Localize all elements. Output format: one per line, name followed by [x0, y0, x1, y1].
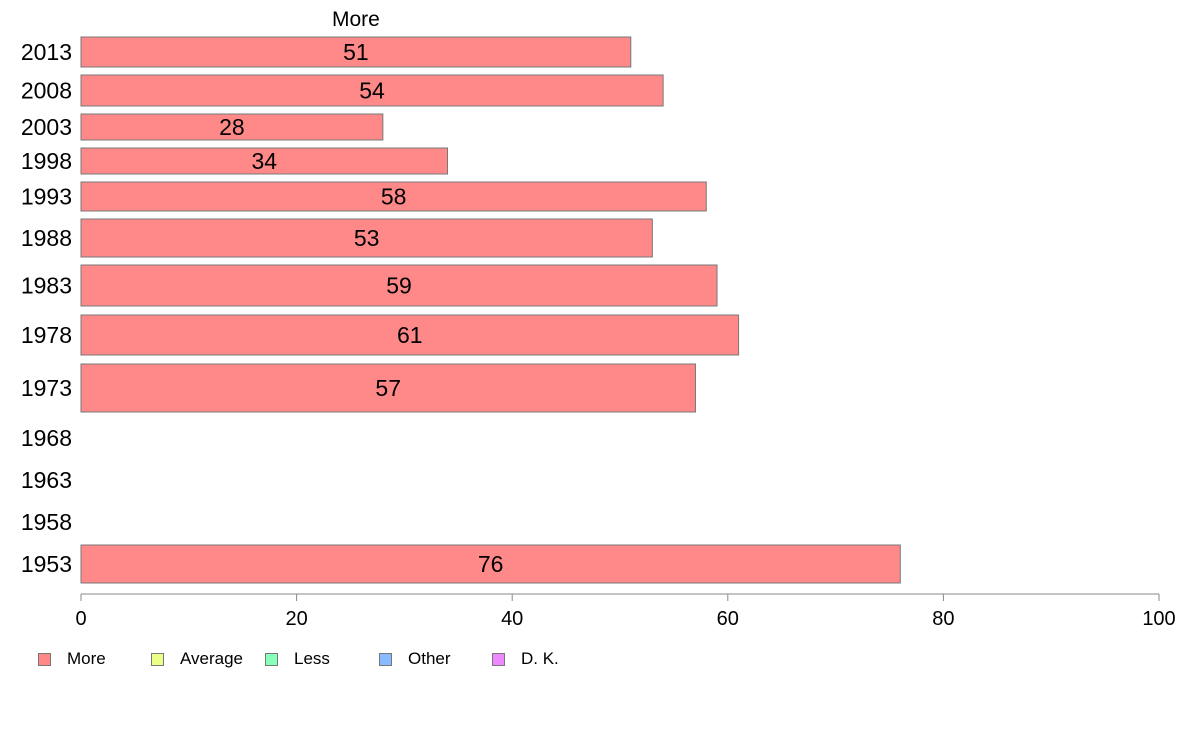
- bar-2003: [80, 113, 384, 141]
- legend-label: D. K.: [521, 649, 559, 668]
- x-tick-label-40: 40: [501, 608, 523, 630]
- category-label-1998: 1998: [21, 148, 72, 174]
- data-label-1998: 34: [251, 148, 277, 174]
- category-label-1958: 1958: [21, 509, 72, 535]
- bar-1993: [80, 181, 707, 212]
- category-labels-layer: 2013 2008 2003 1998 1993 1988 1983 1978 1973 1968…: [21, 39, 72, 577]
- category-label-1983: 1983: [21, 273, 72, 299]
- data-label-2003: 28: [219, 114, 245, 140]
- x-tick-label-0: 0: [75, 608, 86, 630]
- legend-item-d-k: D. K.: [492, 649, 592, 669]
- category-label-1993: 1993: [21, 184, 72, 210]
- category-label-1953: 1953: [21, 551, 72, 577]
- bar-1973: [80, 363, 696, 413]
- bar-1978: [80, 314, 740, 356]
- category-label-1973: 1973: [21, 375, 72, 401]
- category-label-1978: 1978: [21, 322, 72, 348]
- category-label-2013: 2013: [21, 39, 72, 65]
- legend-swatch: [265, 652, 278, 666]
- legend-label: Other: [408, 649, 451, 668]
- x-tick-label-80: 80: [932, 608, 954, 630]
- x-axis: 0 20 40 60 80 100: [75, 593, 1176, 630]
- x-tick-label-60: 60: [717, 608, 739, 630]
- category-label-1968: 1968: [21, 425, 72, 451]
- bar-1988: [80, 218, 653, 258]
- bars-layer: [80, 36, 901, 584]
- category-label-2003: 2003: [21, 114, 72, 140]
- legend-item-less: Less: [265, 649, 379, 669]
- bar-1998: [80, 147, 449, 175]
- bar-1983: [80, 264, 718, 307]
- category-label-2008: 2008: [21, 78, 72, 104]
- legend-label: Average: [180, 649, 244, 668]
- legend-swatch: [492, 652, 505, 666]
- bar-2013: [80, 36, 632, 68]
- x-tick-label-100: 100: [1142, 608, 1175, 630]
- data-label-2008: 54: [359, 78, 385, 104]
- legend-label: More: [67, 649, 106, 668]
- legend-item-average: Average: [151, 649, 265, 669]
- data-label-1973: 57: [375, 375, 401, 401]
- legend-label: Less: [294, 649, 330, 668]
- bar-1953: [80, 544, 901, 584]
- data-label-2013: 51: [343, 39, 369, 65]
- x-tick-label-20: 20: [285, 608, 307, 630]
- legend-item-more: More: [38, 649, 151, 669]
- data-label-1978: 61: [397, 322, 423, 348]
- series-header: More: [332, 8, 380, 31]
- bar-2008: [80, 74, 664, 107]
- data-label-1993: 58: [381, 184, 407, 210]
- data-label-1953: 76: [478, 551, 504, 577]
- category-label-1988: 1988: [21, 225, 72, 251]
- data-label-1988: 53: [354, 225, 380, 251]
- data-label-1983: 59: [386, 273, 412, 299]
- legend-swatch: [151, 652, 164, 666]
- legend-swatch: [379, 652, 392, 666]
- legend: More Average Less Other D. K.: [38, 648, 592, 670]
- legend-swatch: [38, 652, 51, 666]
- legend-item-other: Other: [379, 649, 492, 669]
- category-label-1963: 1963: [21, 467, 72, 493]
